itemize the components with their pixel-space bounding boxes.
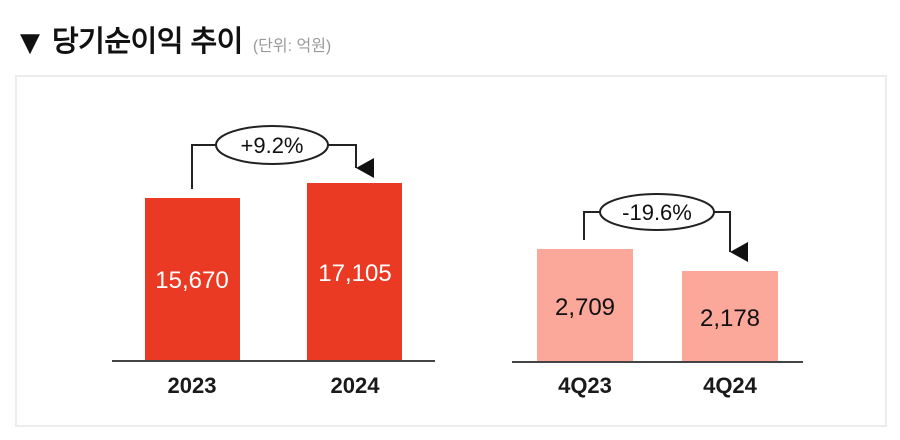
category-2024: 2024 bbox=[331, 373, 381, 398]
bar-2024 bbox=[307, 183, 402, 361]
change-connector-quarterly: -19.6% bbox=[583, 193, 748, 262]
bar-2023 bbox=[145, 198, 240, 361]
change-connector-annual: +9.2% bbox=[191, 125, 374, 189]
change-badge-annual bbox=[215, 125, 329, 165]
change-pct-annual: +9.2% bbox=[241, 133, 304, 158]
value-label-4q23: 2,709 bbox=[555, 294, 615, 321]
category-4q23: 4Q23 bbox=[558, 373, 612, 398]
bar-4q24 bbox=[682, 271, 778, 362]
section-title: ▼ 당기순이익 추이 (단위: 억원) bbox=[20, 18, 331, 58]
value-label-2024: 17,105 bbox=[318, 260, 391, 287]
change-pct-quarterly: -19.6% bbox=[622, 200, 692, 225]
triangle-down-icon: ▼ bbox=[20, 28, 40, 58]
bar-4q23 bbox=[537, 249, 633, 362]
category-2023: 2023 bbox=[168, 373, 217, 398]
value-label-4q24: 2,178 bbox=[700, 305, 760, 332]
value-label-2023: 15,670 bbox=[155, 267, 228, 294]
category-4q24: 4Q24 bbox=[703, 373, 758, 398]
unit-note: (단위: 억원) bbox=[252, 38, 332, 55]
page-title: 당기순이익 추이 bbox=[52, 26, 243, 58]
quarterly-chart: 2,709 2,178 4Q23 4Q24 -19.6% bbox=[512, 193, 803, 398]
change-badge-quarterly bbox=[599, 193, 715, 231]
annual-chart: 15,670 17,105 2023 2024 +9.2% bbox=[112, 125, 435, 398]
